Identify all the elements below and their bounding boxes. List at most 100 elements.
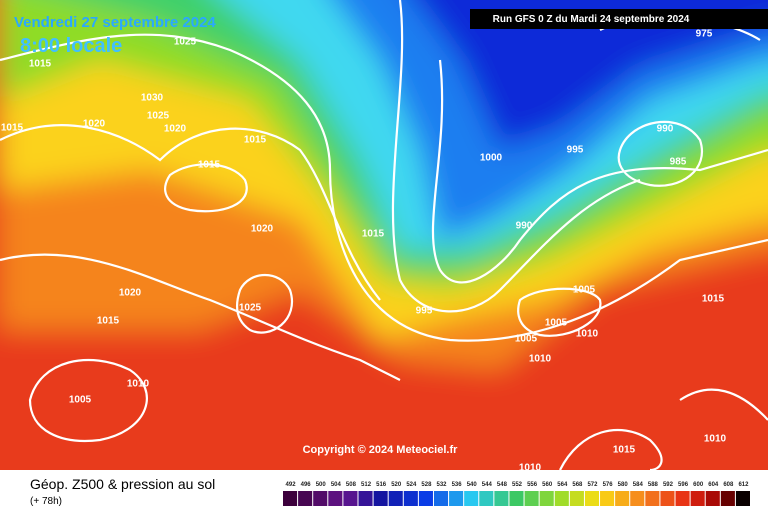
isobar-label: 1015 [362, 229, 385, 240]
legend-label: 548 [497, 482, 508, 488]
legend-swatch [539, 491, 554, 506]
legend-label: 528 [421, 482, 432, 488]
legend-label: 520 [391, 482, 402, 488]
legend-swatch [433, 491, 449, 506]
legend-label: 516 [376, 482, 387, 488]
legend-swatch [343, 491, 358, 506]
legend-label: 560 [542, 482, 553, 488]
isobar-label: 1015 [244, 135, 267, 146]
legend-label: 544 [482, 482, 493, 488]
isobar-label: 1015 [1, 123, 24, 134]
legend-swatch [358, 491, 373, 506]
isobar-label: 990 [657, 124, 674, 135]
isobar-label: 1005 [545, 318, 568, 329]
isobar-label: 1010 [529, 354, 552, 365]
legend-swatch [494, 491, 509, 506]
legend-label: 496 [301, 482, 312, 488]
isobar-label: 1005 [573, 285, 596, 296]
legend-label: 584 [633, 482, 644, 488]
isobar-label: 1015 [198, 160, 221, 171]
legend-label: 596 [678, 482, 689, 488]
legend-label: 592 [663, 482, 674, 488]
legend-swatch [524, 491, 539, 506]
legend-swatch [328, 491, 343, 506]
legend-label: 492 [286, 482, 297, 488]
legend-swatch [660, 491, 675, 506]
run-banner [470, 9, 768, 29]
isobar-label: 1015 [702, 294, 725, 305]
legend-label: 540 [467, 482, 478, 488]
legend-label: 600 [693, 482, 704, 488]
isobar-label: 1015 [613, 445, 636, 456]
legend-label: 564 [557, 482, 568, 488]
footer-title: Géop. Z500 & pression au sol [30, 476, 215, 492]
legend-swatch [298, 491, 313, 506]
legend-swatch [690, 491, 705, 506]
legend-swatch [464, 491, 479, 506]
legend-swatch [615, 491, 630, 506]
isobar-label: 1000 [480, 153, 503, 164]
legend-swatch [735, 491, 750, 506]
legend-label: 588 [648, 482, 659, 488]
legend-swatch [584, 491, 600, 506]
isobar-label: 1010 [519, 463, 542, 474]
legend-swatch [675, 491, 690, 506]
legend-label: 500 [316, 482, 327, 488]
isobar-label: 1025 [147, 111, 170, 122]
band [415, 0, 768, 150]
legend-swatch [569, 491, 584, 506]
legend-swatch [418, 491, 433, 506]
legend-label: 508 [346, 482, 357, 488]
legend-label: 576 [603, 482, 614, 488]
isobar-label: 1030 [141, 93, 164, 104]
legend-label: 512 [361, 482, 372, 488]
lead-time: (+ 78h) [30, 496, 62, 507]
isobar-label: 1015 [97, 316, 120, 327]
legend: 492 496 500 504 508 512 516 520 524 528 532 536 540 5… [283, 482, 750, 506]
legend-swatch [600, 491, 615, 506]
legend-swatch [283, 491, 298, 506]
legend-label: 504 [331, 482, 342, 488]
legend-label: 572 [587, 482, 598, 488]
legend-swatch [630, 491, 645, 506]
isobar-label: 995 [416, 306, 433, 317]
legend-label: 524 [406, 482, 417, 488]
legend-label: 568 [572, 482, 583, 488]
isobar-label: 1015 [29, 59, 52, 70]
valid-date: Vendredi 27 septembre 2024 [14, 14, 216, 31]
legend-swatch [645, 491, 660, 506]
legend-swatch [373, 491, 388, 506]
isobar-label: 985 [670, 157, 687, 168]
local-time: 8:00 locale [20, 35, 122, 57]
legend-label: 612 [738, 482, 749, 488]
isobar-label: 995 [567, 145, 584, 156]
legend-swatch [449, 491, 464, 506]
legend-swatch [388, 491, 403, 506]
isobar-label: 1010 [576, 329, 599, 340]
isobar-label: 990 [516, 221, 533, 232]
legend-swatch [705, 491, 720, 506]
legend-swatch [403, 491, 418, 506]
legend-swatch [313, 491, 328, 506]
isobar-labels: 1015 1025 1030 1025 1020 1020 1015 1015 1015 1000… [1, 29, 727, 474]
legend-label: 608 [723, 482, 734, 488]
run-info: Run GFS 0 Z du Mardi 24 septembre 2024 [493, 14, 690, 25]
isobar-label: 1010 [127, 379, 150, 390]
isobar-label: 1020 [119, 288, 142, 299]
isobar-label: 1020 [251, 224, 274, 235]
isobar-label: 1025 [239, 303, 262, 314]
legend-label: 604 [708, 482, 719, 488]
isobars [0, 0, 768, 470]
legend-label: 536 [452, 482, 463, 488]
legend-swatch [554, 491, 569, 506]
isobar-label: 1025 [174, 37, 197, 48]
isobar-label: 975 [696, 29, 713, 40]
isobar-label: 1005 [69, 395, 92, 406]
legend-label: 580 [618, 482, 629, 488]
legend-swatch [479, 491, 494, 506]
isobar-label: 1020 [83, 119, 106, 130]
isobar-label: 1010 [704, 434, 727, 445]
